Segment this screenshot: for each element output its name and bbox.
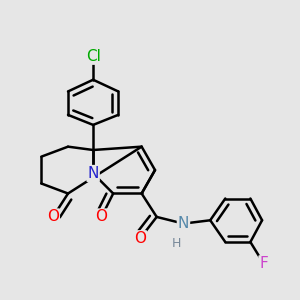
Text: F: F xyxy=(260,256,268,271)
Text: N: N xyxy=(87,166,99,181)
Text: O: O xyxy=(134,231,146,246)
Text: Cl: Cl xyxy=(86,49,101,64)
Text: N: N xyxy=(178,216,189,231)
Text: O: O xyxy=(95,209,107,224)
Text: H: H xyxy=(172,237,182,250)
Text: O: O xyxy=(47,209,59,224)
